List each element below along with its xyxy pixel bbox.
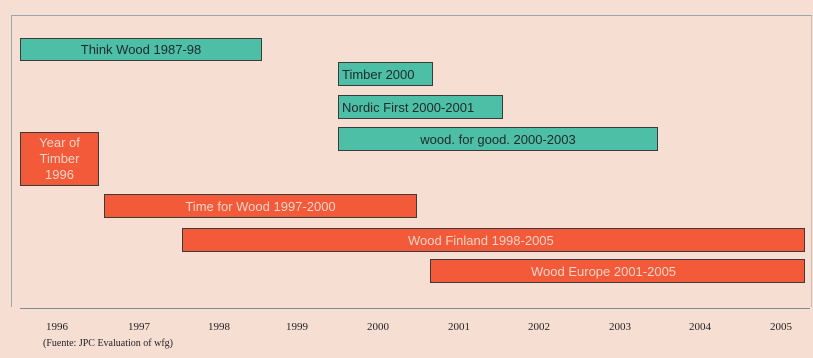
bar-year-of-timber: Year of Timber 1996: [20, 132, 99, 186]
bar-wood-europe: Wood Europe 2001-2005: [430, 259, 805, 283]
bar-label: Time for Wood 1997-2000: [185, 198, 336, 214]
bar-label: Timber 2000: [342, 66, 415, 82]
year-label-1997: 1997: [128, 321, 150, 333]
bar-wood-for-good: wood. for good. 2000-2003: [338, 127, 658, 151]
bar-timber-2000: Timber 2000: [338, 62, 433, 86]
year-label-2002: 2002: [528, 321, 550, 333]
year-label-1998: 1998: [208, 321, 230, 333]
bar-label: Year of Timber 1996: [39, 135, 80, 182]
year-label-1996: 1996: [46, 321, 68, 333]
bar-label: wood. for good. 2000-2003: [420, 131, 576, 147]
year-label-2003: 2003: [609, 321, 631, 333]
bar-label: Think Wood 1987-98: [80, 42, 202, 57]
bar-wood-finland: Wood Finland 1998-2005: [182, 228, 805, 252]
bar-time-for-wood: Time for Wood 1997-2000: [104, 194, 417, 218]
bar-label: Nordic First 2000-2001: [342, 99, 475, 115]
year-label-1999: 1999: [286, 321, 308, 333]
bar-label: Wood Europe 2001-2005: [531, 263, 677, 279]
bar-label: Wood Finland 1998-2005: [408, 232, 554, 248]
source-note: (Fuente: JPC Evaluation of wfg): [43, 338, 173, 349]
bar-think-wood: Think Wood 1987-98: [20, 38, 262, 61]
bar-nordic-first: Nordic First 2000-2001: [338, 95, 503, 119]
year-label-2001: 2001: [448, 321, 470, 333]
year-label-2004: 2004: [689, 321, 711, 333]
chart-frame: [11, 15, 812, 307]
year-label-2000: 2000: [367, 321, 389, 333]
timeline-axis: [20, 308, 810, 309]
year-label-2005: 2005: [770, 321, 792, 333]
